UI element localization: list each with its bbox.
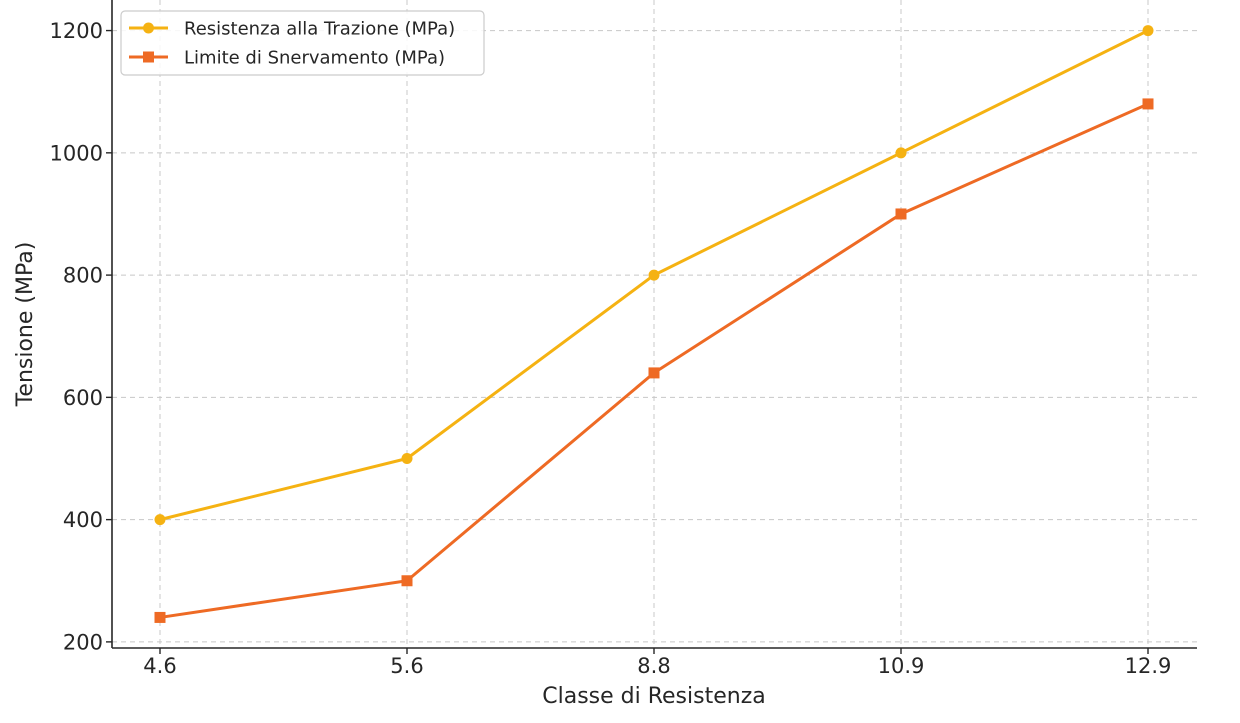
data-point-circle [1142, 25, 1154, 37]
data-point-circle [154, 514, 166, 526]
y-tick-label: 400 [63, 508, 103, 532]
y-tick-label: 600 [63, 386, 103, 410]
x-tick-label: 8.8 [637, 654, 670, 678]
x-tick-label: 10.9 [878, 654, 925, 678]
legend-marker-circle [143, 22, 154, 34]
data-point-square [401, 575, 413, 587]
legend-entry: Resistenza alla Trazione (MPa) [129, 19, 455, 40]
y-ticks: 200 400 600 800 1000 1200 [50, 19, 112, 654]
legend-marker-square [143, 51, 154, 63]
data-point-circle [648, 269, 660, 281]
data-point-square [154, 611, 166, 623]
series-layer [154, 25, 1154, 623]
x-axis-title: Classe di Resistenza [542, 684, 765, 709]
legend-label: Limite di Snervamento (MPa) [184, 48, 445, 69]
y-tick-label: 1000 [50, 141, 103, 165]
grid [112, 0, 1197, 648]
legend-label: Resistenza alla Trazione (MPa) [184, 19, 455, 40]
x-ticks: 4.6 5.6 8.8 10.9 12.9 [143, 648, 1171, 678]
legend-entry: Limite di Snervamento (MPa) [129, 48, 445, 69]
data-point-square [648, 367, 660, 379]
series-1 [154, 25, 1154, 526]
legend: Resistenza alla Trazione (MPa) Limite di … [120, 10, 485, 76]
series-2 [154, 98, 1154, 623]
x-tick-label: 5.6 [390, 654, 423, 678]
x-tick-label: 12.9 [1125, 654, 1172, 678]
data-point-circle [401, 452, 413, 464]
data-point-circle [895, 147, 907, 159]
data-point-square [895, 208, 907, 220]
y-tick-label: 1200 [50, 19, 103, 43]
data-point-square [1142, 98, 1154, 110]
y-tick-label: 800 [63, 264, 103, 288]
y-tick-label: 200 [63, 630, 103, 654]
y-axis-title: Tensione (MPa) [13, 242, 38, 408]
legend-frame [120, 10, 485, 76]
x-tick-label: 4.6 [143, 654, 176, 678]
